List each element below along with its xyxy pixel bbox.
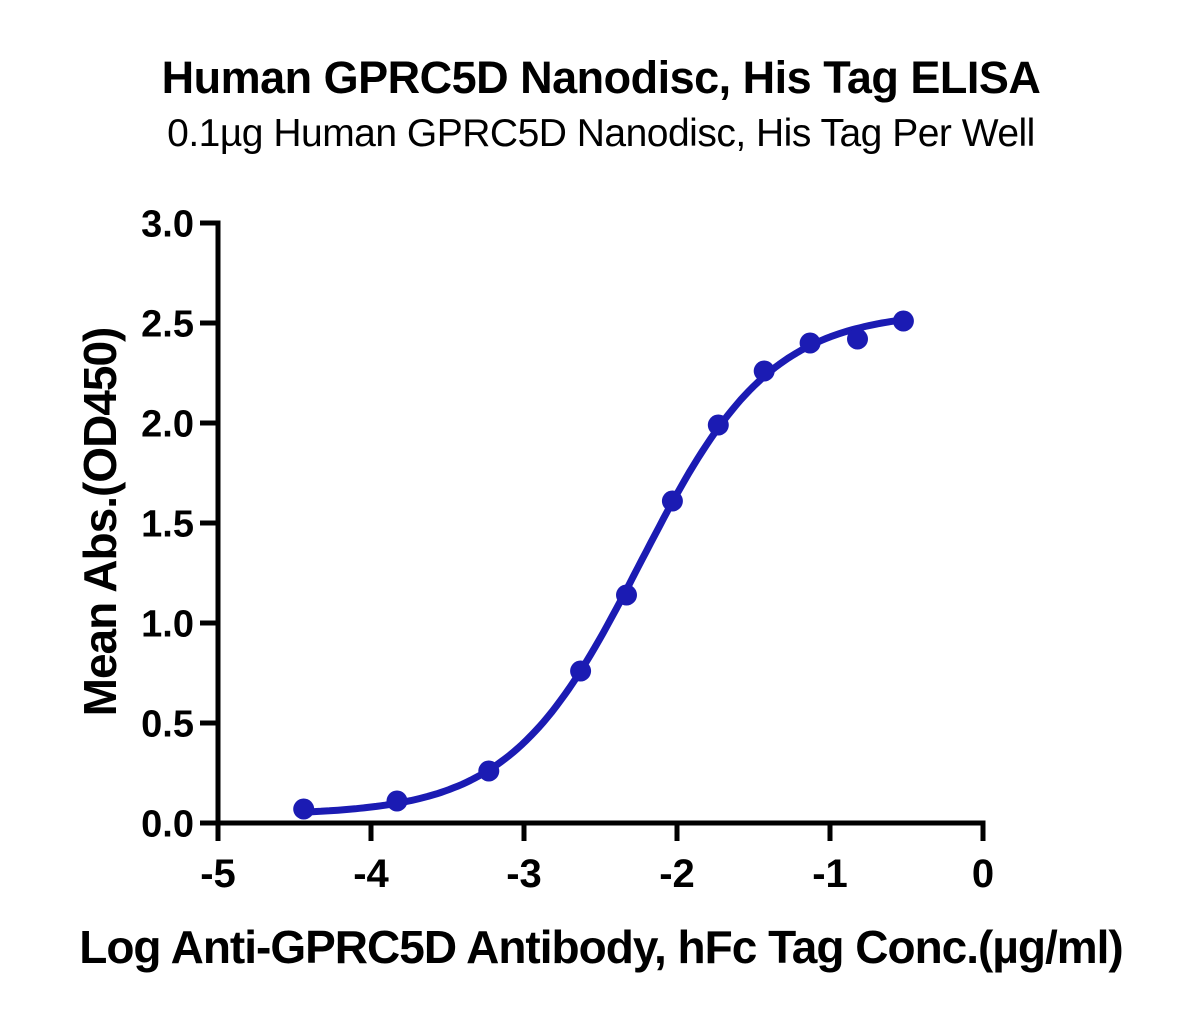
x-axis-title: Log Anti-GPRC5D Antibody, hFc Tag Conc.(… [79,921,1124,973]
y-tick-label: 0.5 [141,704,194,746]
data-point [478,760,500,782]
data-point [661,490,683,512]
fit-curve [300,316,907,816]
data-point [753,360,775,382]
y-tick-label: 3.0 [141,204,194,246]
x-tick-label: -1 [812,852,848,896]
data-point [847,328,868,350]
x-tick-label: -2 [659,852,695,896]
x-tick-label: -4 [353,852,389,896]
y-tick-label: 0.0 [141,804,194,846]
y-tick-label: 1.5 [141,504,194,546]
data-point [570,660,592,682]
data-point [707,414,729,436]
y-tick-label: 1.0 [141,604,194,646]
x-tick-label: -5 [200,852,236,896]
x-tick-label: 0 [972,852,994,896]
data-point [293,798,315,820]
chart-subtitle: 0.1µg Human GPRC5D Nanodisc, His Tag Per… [167,112,1035,155]
x-tick-label: -3 [506,852,542,896]
data-point [892,310,914,332]
chart-title: Human GPRC5D Nanodisc, His Tag ELISA [161,52,1041,103]
data-point [799,332,821,354]
y-tick-label: 2.0 [141,404,194,446]
y-tick-label: 2.5 [141,304,194,346]
data-point [386,790,408,812]
data-point [616,584,637,606]
